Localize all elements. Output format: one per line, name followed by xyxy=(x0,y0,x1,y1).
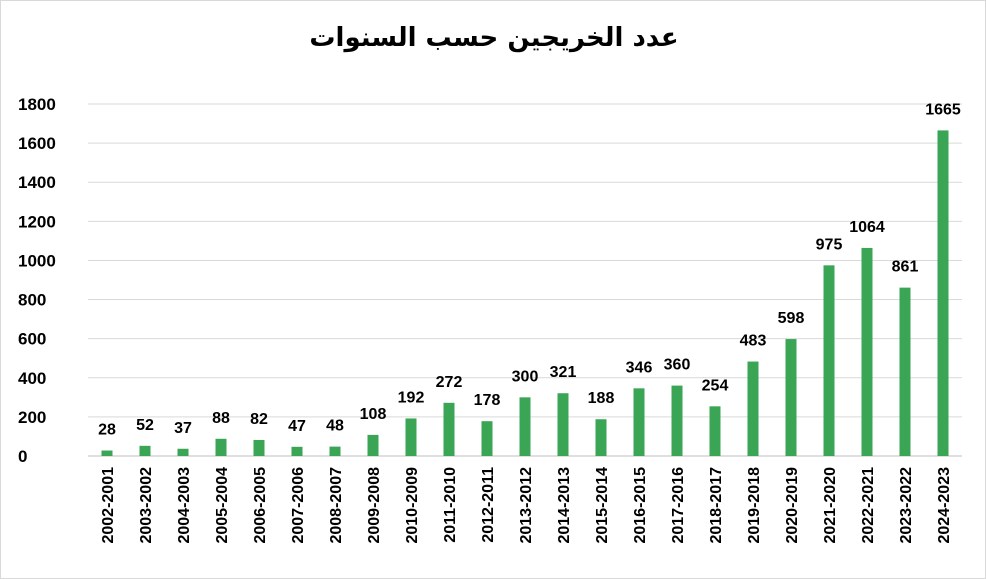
x-tick-label: 2008-2007 xyxy=(328,467,345,544)
x-tick-label: 2010-2009 xyxy=(404,467,421,544)
bar xyxy=(177,448,189,456)
bar xyxy=(443,402,455,456)
y-tick-label: 400 xyxy=(18,369,46,388)
data-label: 28 xyxy=(98,422,116,439)
bar xyxy=(215,438,227,456)
y-tick-label: 1000 xyxy=(18,251,56,270)
x-tick-label: 2024-2023 xyxy=(936,467,953,544)
data-label: 108 xyxy=(360,406,387,423)
x-tick-label: 2023-2022 xyxy=(898,467,915,544)
x-tick-label: 2006-2005 xyxy=(252,467,269,544)
bar xyxy=(291,446,303,456)
x-tick-label: 2021-2020 xyxy=(822,467,839,544)
x-tick-label: 2007-2006 xyxy=(290,467,307,544)
data-label: 360 xyxy=(664,357,691,374)
data-label: 861 xyxy=(892,259,919,276)
x-tick-label: 2011-2010 xyxy=(442,467,459,543)
data-label: 1064 xyxy=(849,219,885,236)
x-tick-label: 2003-2002 xyxy=(138,467,155,544)
data-label: 47 xyxy=(288,418,306,435)
bar xyxy=(899,287,911,456)
bar xyxy=(861,247,873,456)
data-label: 300 xyxy=(512,368,539,385)
y-tick-label: 800 xyxy=(18,291,46,310)
x-tick-label: 2017-2016 xyxy=(670,467,687,544)
data-label: 254 xyxy=(702,377,729,394)
bar xyxy=(785,339,797,456)
bar xyxy=(557,393,569,456)
y-tick-label: 0 xyxy=(18,447,27,466)
y-tick-label: 200 xyxy=(18,408,46,427)
x-tick-label: 2002-2001 xyxy=(100,467,117,544)
x-tick-label: 2012-2011 xyxy=(480,467,497,543)
y-tick-label: 1600 xyxy=(18,134,56,153)
y-tick-label: 1400 xyxy=(18,173,56,192)
data-label: 598 xyxy=(778,310,805,327)
y-tick-label: 1200 xyxy=(18,212,56,231)
y-tick-label: 1800 xyxy=(18,95,56,114)
data-label: 346 xyxy=(626,359,653,376)
bar xyxy=(823,265,835,456)
bar xyxy=(253,439,265,456)
x-tick-label: 2019-2018 xyxy=(746,467,763,544)
x-tick-label: 2018-2017 xyxy=(708,467,725,544)
data-label: 1665 xyxy=(925,101,961,118)
bar xyxy=(671,385,683,456)
data-label: 178 xyxy=(474,392,501,409)
bar xyxy=(937,130,949,456)
data-label: 483 xyxy=(740,333,767,350)
bar xyxy=(709,406,721,456)
data-label: 52 xyxy=(136,417,154,434)
x-tick-label: 2015-2014 xyxy=(594,467,611,544)
data-label: 48 xyxy=(326,418,344,435)
x-tick-label: 2009-2008 xyxy=(366,467,383,544)
bar xyxy=(139,445,151,456)
bar xyxy=(747,361,759,456)
bar xyxy=(405,418,417,456)
bar xyxy=(633,388,645,456)
x-tick-label: 2004-2003 xyxy=(176,467,193,544)
data-label: 975 xyxy=(816,236,843,253)
x-tick-label: 2016-2015 xyxy=(632,467,649,544)
x-tick-label: 2020-2019 xyxy=(784,467,801,544)
data-label: 37 xyxy=(174,420,192,437)
bar xyxy=(329,446,341,456)
bar xyxy=(481,421,493,456)
bar xyxy=(595,419,607,456)
x-tick-label: 2013-2012 xyxy=(518,467,535,544)
data-label: 192 xyxy=(398,389,425,406)
bar xyxy=(519,397,531,456)
data-label: 88 xyxy=(212,410,230,427)
bar xyxy=(367,434,379,456)
x-tick-label: 2005-2004 xyxy=(214,467,231,544)
data-label: 272 xyxy=(436,374,463,391)
y-tick-label: 600 xyxy=(18,330,46,349)
x-tick-label: 2014-2013 xyxy=(556,467,573,544)
x-tick-label: 2022-2021 xyxy=(860,467,877,544)
data-label: 321 xyxy=(550,364,577,381)
data-label: 82 xyxy=(250,411,268,428)
bar xyxy=(101,450,113,456)
data-label: 188 xyxy=(588,390,615,407)
chart-title: عدد الخريجين حسب السنوات xyxy=(309,23,679,53)
